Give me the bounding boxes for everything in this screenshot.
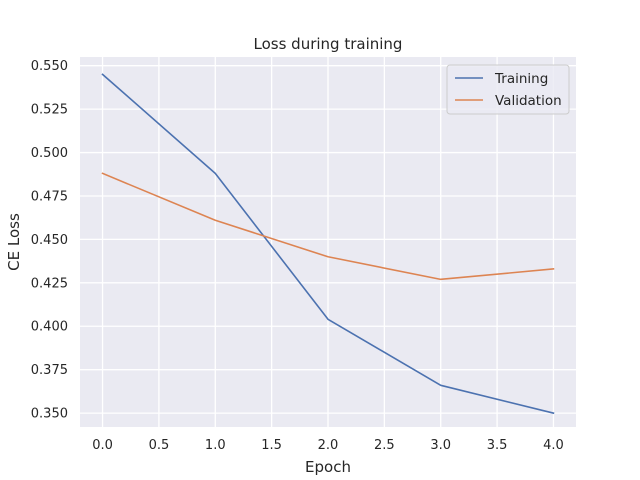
- x-tick-label: 2.5: [374, 438, 395, 453]
- y-tick-label: 0.450: [31, 233, 68, 248]
- y-tick-label: 0.350: [31, 407, 68, 422]
- x-tick-label: 1.5: [261, 438, 282, 453]
- y-tick-label: 0.425: [31, 276, 68, 291]
- y-tick-label: 0.525: [31, 103, 68, 118]
- x-tick-labels: 0.0 0.5 1.0 1.5 2.0 2.5 3.0 3.5 4.0: [92, 438, 564, 453]
- series-line-training: [101, 73, 555, 415]
- legend-label: Validation: [495, 93, 562, 109]
- y-axis-title: CE Loss: [5, 213, 23, 271]
- grid-lines: [80, 57, 576, 427]
- y-tick-labels: 0.350 0.375 0.400 0.425 0.450 0.475 0.500 0.525…: [31, 59, 68, 421]
- x-tick-label: 3.0: [430, 438, 451, 453]
- x-tick-label: 4.0: [543, 438, 564, 453]
- series-line-validation: [101, 172, 555, 281]
- y-tick-label: 0.550: [31, 59, 68, 74]
- y-tick-label: 0.400: [31, 320, 68, 335]
- x-tick-label: 3.5: [487, 438, 508, 453]
- x-tick-label: 2.0: [318, 438, 339, 453]
- x-tick-label: 0.5: [149, 438, 170, 453]
- chart-title: Loss during training: [254, 35, 403, 53]
- y-tick-label: 0.375: [31, 363, 68, 378]
- y-tick-label: 0.475: [31, 189, 68, 204]
- legend: Training Validation: [446, 64, 570, 115]
- series-lines: [101, 73, 555, 415]
- legend-label: Training: [494, 71, 548, 87]
- x-tick-label: 0.0: [92, 438, 113, 453]
- y-tick-label: 0.500: [31, 146, 68, 161]
- x-tick-label: 1.0: [205, 438, 226, 453]
- x-axis-title: Epoch: [305, 458, 351, 476]
